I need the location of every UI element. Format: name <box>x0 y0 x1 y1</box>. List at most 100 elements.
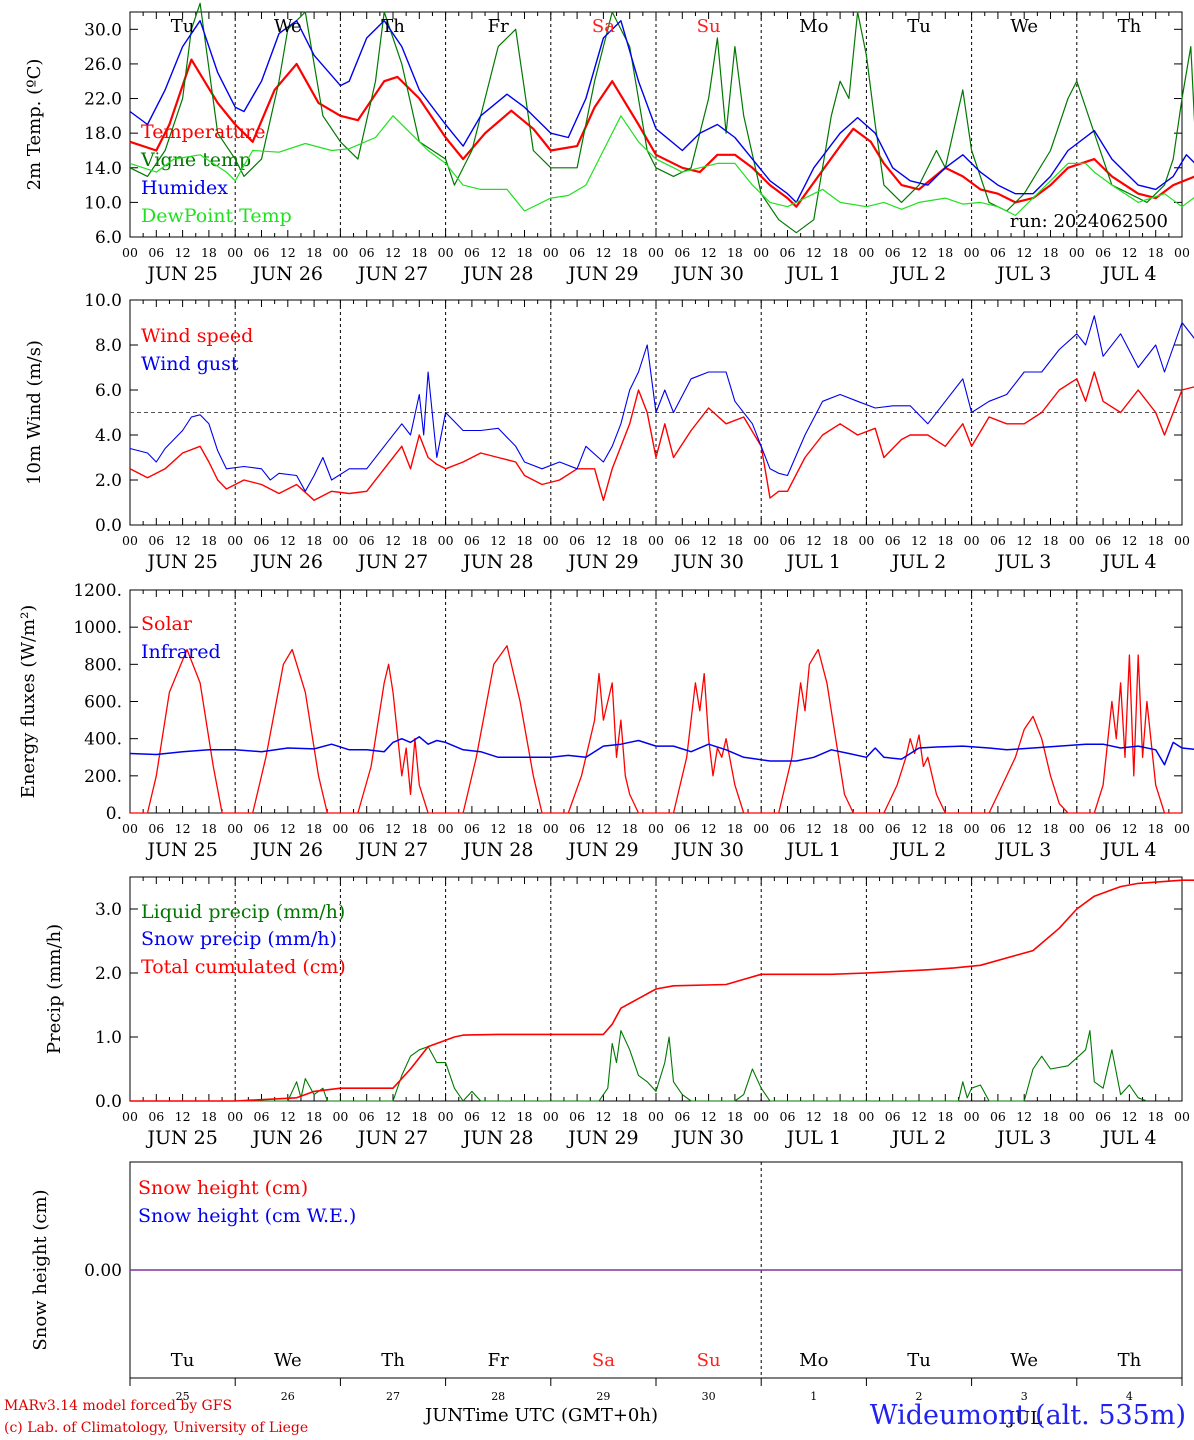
panel-0-hour-label: 18 <box>411 245 427 260</box>
bottom-day-name: Fr <box>488 1350 509 1371</box>
panel-2-hour-label: 00 <box>648 821 664 836</box>
panel-2-ytick-label: 200. <box>84 767 122 787</box>
panel-2-hour-label: 00 <box>858 821 874 836</box>
panel-3-hour-label: 12 <box>490 1109 506 1124</box>
panel-1-hour-label: 06 <box>885 533 901 548</box>
panel-3-ylabel: Precip (mm/h) <box>44 924 65 1054</box>
panel-3-hour-label: 06 <box>780 1109 796 1124</box>
panel-2-legend-0: Solar <box>141 613 193 635</box>
panel-2-hour-label: 12 <box>1016 821 1032 836</box>
station-name: Wideumont (alt. 535m) <box>869 1400 1186 1431</box>
panel-0-date-label: JUN 27 <box>356 263 428 285</box>
panel-0-hour-label: 00 <box>648 245 664 260</box>
day-name-label: Tu <box>171 16 195 37</box>
panel-3-hour-label: 18 <box>306 1109 322 1124</box>
panel-2-hour-label: 00 <box>753 821 769 836</box>
panel-2-hour-label: 06 <box>990 821 1006 836</box>
panel-3-hour-label: 12 <box>1121 1109 1137 1124</box>
panel-2-date-label: JUN 26 <box>251 839 323 861</box>
panel-3-hour-label: 18 <box>622 1109 638 1124</box>
bottom-day-number: 27 <box>386 1390 400 1403</box>
panel-1-hour-label: 06 <box>148 533 164 548</box>
day-name-label: We <box>274 16 302 37</box>
panel-1-date-label: JUL 2 <box>890 551 946 573</box>
run-annotation: run: 2024062500 <box>1010 211 1168 232</box>
lab-credit: (c) Lab. of Climatology, University of L… <box>4 1420 309 1436</box>
panel-3-hour-label: 06 <box>990 1109 1006 1124</box>
panel-0-hour-label: 18 <box>1148 245 1164 260</box>
panel-3-hour-label: 12 <box>806 1109 822 1124</box>
panel-3-hour-label: 00 <box>964 1109 980 1124</box>
panel-2-ytick-label: 400. <box>84 730 122 750</box>
panel-3-date-label: JUN 27 <box>356 1127 428 1149</box>
panel-3-hour-label: 00 <box>858 1109 874 1124</box>
panel-0-date-label: JUN 30 <box>671 263 743 285</box>
bottom-day-name: Su <box>697 1350 721 1371</box>
panel-1-hour-label: 06 <box>674 533 690 548</box>
panel-2-hour-label: 06 <box>674 821 690 836</box>
panel-0-hour-label: 18 <box>306 245 322 260</box>
panel-1-date-label: JUN 26 <box>251 551 323 573</box>
panel-2-date-label: JUL 2 <box>890 839 946 861</box>
panel-0-series-0-line <box>129 58 1194 208</box>
panel-1-series-1-line <box>129 315 1194 492</box>
panel-3-hour-label: 18 <box>201 1109 217 1124</box>
bottom-day-number: 3 <box>1021 1390 1028 1403</box>
panel-3-date-label: JUL 4 <box>1100 1127 1156 1149</box>
panel-3-date-label: JUL 3 <box>995 1127 1051 1149</box>
panel-3-hour-label: 18 <box>937 1109 953 1124</box>
panel-0-hour-label: 12 <box>280 245 296 260</box>
panel-0-date-label: JUL 2 <box>890 263 946 285</box>
panel-1-hour-label: 00 <box>1174 533 1190 548</box>
panel-2-hour-label: 06 <box>464 821 480 836</box>
panel-3-hour-label: 06 <box>1095 1109 1111 1124</box>
bottom-day-name: Th <box>1118 1350 1142 1371</box>
panel-2-ylabel: Energy fluxes (W/m²) <box>18 605 39 799</box>
panel-1-date-label: JUL 3 <box>995 551 1051 573</box>
panel-2-hour-label: 18 <box>832 821 848 836</box>
panel-0-ylabel: 2m Temp. (ºC) <box>24 59 45 191</box>
panel-3-date-label: JUL 1 <box>785 1127 841 1149</box>
panel-3-date-label: JUN 25 <box>145 1127 217 1149</box>
panel-2-series-0-line <box>130 645 1182 814</box>
panel-1-hour-label: 12 <box>911 533 927 548</box>
panel-1-ytick-label: 0.0 <box>95 516 122 536</box>
panel-2-hour-label: 06 <box>885 821 901 836</box>
panel-3-ytick-label: 3.0 <box>95 900 122 920</box>
panel-0-hour-label: 12 <box>175 245 191 260</box>
panel-0-hour-label: 18 <box>1043 245 1059 260</box>
panel-1-ytick-label: 2.0 <box>95 471 122 491</box>
bottom-day-name: Tu <box>171 1350 195 1371</box>
bottom-day-number: 4 <box>1126 1390 1133 1403</box>
panel-0-hour-label: 06 <box>780 245 796 260</box>
panel-3-hour-label: 06 <box>148 1109 164 1124</box>
panel-2-hour-label: 12 <box>280 821 296 836</box>
panel-4-legend-1: Snow height (cm W.E.) <box>138 1205 356 1227</box>
panel-2-hour-label: 06 <box>359 821 375 836</box>
panel-3-hour-label: 12 <box>280 1109 296 1124</box>
panel-0-hour-label: 06 <box>359 245 375 260</box>
day-name-label: Th <box>381 16 405 37</box>
day-name-label: Th <box>1118 16 1142 37</box>
panel-1-hour-label: 06 <box>464 533 480 548</box>
panel-3-hour-label: 00 <box>753 1109 769 1124</box>
panel-1-hour-label: 00 <box>858 533 874 548</box>
panel-2-hour-label: 12 <box>701 821 717 836</box>
panel-3-date-label: JUL 2 <box>890 1127 946 1149</box>
panel-2-hour-label: 18 <box>937 821 953 836</box>
panel-0-ytick-label: 18.0 <box>84 124 122 144</box>
day-name-label: Mo <box>799 16 828 37</box>
panel-0-legend-2: Humidex <box>141 177 228 199</box>
panel-2-date-label: JUN 25 <box>145 839 217 861</box>
panel-3-hour-label: 12 <box>385 1109 401 1124</box>
panel-1-hour-label: 12 <box>385 533 401 548</box>
panel-2-date-label: JUN 29 <box>566 839 638 861</box>
panel-0-hour-label: 06 <box>674 245 690 260</box>
panel-0-hour-label: 06 <box>1095 245 1111 260</box>
panel-2-hour-label: 06 <box>780 821 796 836</box>
panel-3-hour-label: 06 <box>464 1109 480 1124</box>
panel-3-hour-label: 12 <box>175 1109 191 1124</box>
panel-1-hour-label: 06 <box>254 533 270 548</box>
panel-0-ytick-label: 22.0 <box>84 90 122 110</box>
